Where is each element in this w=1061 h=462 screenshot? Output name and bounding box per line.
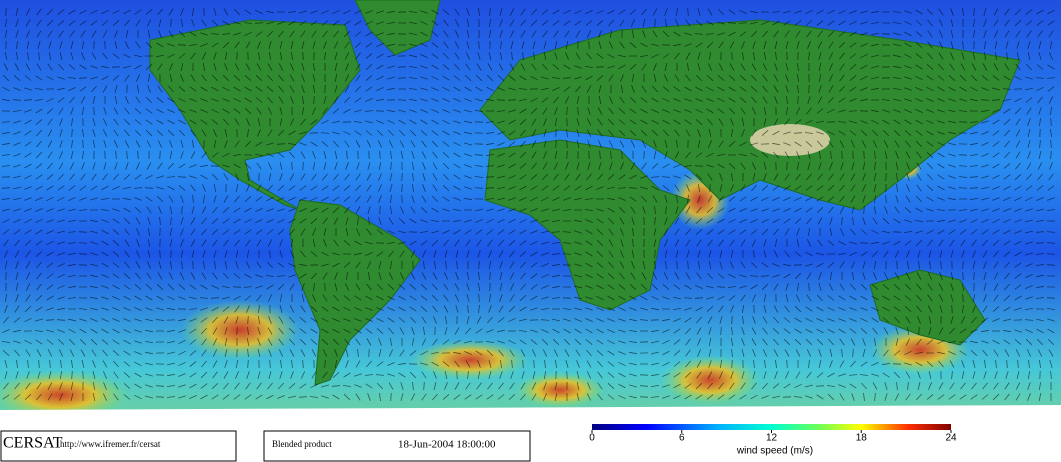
colorbar (592, 424, 951, 430)
info-box (263, 430, 531, 462)
colorbar-tick-label: 12 (766, 433, 778, 444)
logo-box (0, 430, 237, 462)
date: 18-Jun-2004 18:00:00 (398, 439, 496, 451)
product: Blended product (272, 439, 332, 449)
colorbar-label: wind speed (m/s) (736, 446, 813, 457)
colorbar-tick-label: 0 (589, 433, 595, 444)
colorbar-tick-label: 6 (679, 433, 685, 444)
logo: CERSAT (3, 435, 63, 452)
wind-arrows (1, 7, 1056, 402)
url: http://www.ifremer.fr/cersat (60, 439, 161, 449)
colorbar-axis: 0 6 12 18 24 (589, 430, 957, 444)
colorbar-tick-label: 18 (856, 433, 868, 444)
arrow-field (1, 7, 1056, 402)
colorbar-tick-label: 24 (945, 433, 957, 444)
tibet-plateau (750, 124, 830, 156)
